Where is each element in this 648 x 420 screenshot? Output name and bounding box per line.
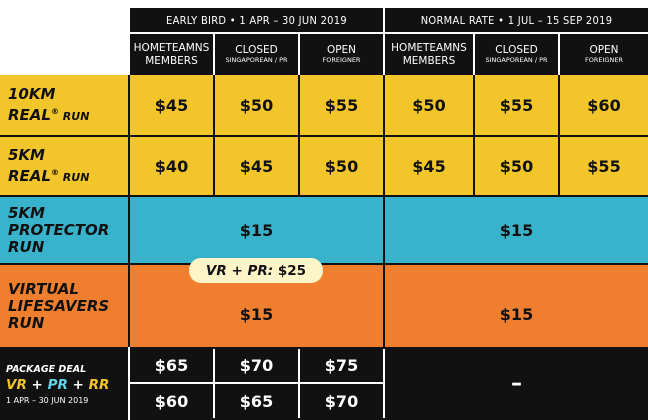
row-label-line2: LIFESAVERS <box>8 296 110 315</box>
price-10km-closed-normal: $55 <box>499 95 534 115</box>
normal-rate-title: NORMAL RATE • 1 JUL – 15 SEP 2019 <box>420 13 613 27</box>
col-header-closed-normal: CLOSED SINGAPOREAN / PR <box>475 34 558 75</box>
price-5km-open-normal: $55 <box>587 156 621 176</box>
row-10km-band <box>0 75 648 135</box>
package-price-row2-col3: $70 <box>324 392 359 411</box>
price-5km-open-early: $50 <box>324 156 359 176</box>
package-price-row1-col3: $75 <box>324 356 359 375</box>
package-divider <box>383 349 385 418</box>
row-label-10km: 10KM REAL® RUN <box>0 75 128 135</box>
row-label-line1: 5KM <box>8 145 45 164</box>
package-price-row2-col1: $60 <box>154 392 189 411</box>
price-5km-hometeamns-early: $40 <box>154 156 189 176</box>
col-header-label: CLOSED <box>495 44 538 57</box>
row-label-line1: 5KM <box>8 203 45 222</box>
col-header-label: CLOSED <box>235 44 278 57</box>
package-price-row1-col2: $70 <box>239 356 274 375</box>
col-header-sublabel: SINGAPOREAN / PR <box>225 56 288 65</box>
price-10km-open-early: $55 <box>324 95 359 115</box>
col-header-sublabel: FOREIGNER <box>585 56 623 65</box>
row-lifesavers-band <box>0 265 648 347</box>
price-protector-early: $15 <box>239 220 274 240</box>
price-10km-hometeamns-early: $45 <box>154 95 189 115</box>
price-5km-hometeamns-normal: $45 <box>412 156 446 176</box>
col-header-hometeamns-normal: HOMETEAMNS MEMBERS <box>385 34 473 75</box>
col-header-closed-early: CLOSED SINGAPOREAN / PR <box>215 34 298 75</box>
col-header-label: OPEN <box>326 44 357 57</box>
row-divider <box>0 135 648 137</box>
bundle-pill: VR + PR: $25 <box>189 258 323 283</box>
bundle-prefix: VR + PR: <box>205 262 274 279</box>
package-price-normal: – <box>511 371 522 396</box>
row-divider <box>0 195 648 197</box>
col-header-open-normal: OPEN FOREIGNER <box>560 34 648 75</box>
col-header-label: OPEN <box>589 44 619 57</box>
price-5km-closed-early: $45 <box>239 156 274 176</box>
col-header-open-early: OPEN FOREIGNER <box>300 34 383 75</box>
package-label: PACKAGE DEAL VR + PR + RR 1 APR – 30 JUN… <box>0 352 128 416</box>
row-label-protector: 5KM PROTECTOR RUN <box>0 197 128 263</box>
row-5km-band <box>0 137 648 195</box>
col-header-hometeamns-early: HOMETEAMNS MEMBERS <box>130 34 213 75</box>
normal-rate-header: NORMAL RATE • 1 JUL – 15 SEP 2019 <box>385 8 648 32</box>
col-header-label: HOMETEAMNS MEMBERS <box>133 42 210 67</box>
header-blank <box>0 0 128 75</box>
row-label-line3: RUN <box>8 313 45 332</box>
row-label-line2: REAL® RUN <box>8 105 90 124</box>
package-price-row1-col1: $65 <box>154 356 189 375</box>
package-divider <box>130 382 383 384</box>
row-divider <box>0 263 648 265</box>
row-label-line1: 10KM <box>8 84 56 103</box>
price-lifesavers-normal: $15 <box>499 305 534 324</box>
price-protector-normal: $15 <box>499 220 534 240</box>
price-10km-hometeamns-normal: $50 <box>412 95 446 115</box>
package-combo: VR + PR + RR <box>6 376 110 393</box>
price-5km-closed-normal: $50 <box>499 156 534 176</box>
package-price-row2-col2: $65 <box>239 392 274 411</box>
row-label-line1: VIRTUAL <box>8 279 79 298</box>
package-date: 1 APR – 30 JUN 2019 <box>6 395 89 405</box>
row-label-line2: REAL® RUN <box>8 166 90 185</box>
row-label-lifesavers: VIRTUAL LIFESAVERS RUN <box>0 270 128 342</box>
row-label-line2: PROTECTOR <box>8 220 110 239</box>
row-label-5km: 5KM REAL® RUN <box>0 137 128 195</box>
early-bird-header: EARLY BIRD • 1 APR – 30 JUN 2019 <box>130 8 383 32</box>
col-header-sublabel: SINGAPOREAN / PR <box>485 56 548 65</box>
column-divider <box>383 75 385 347</box>
col-header-label: HOMETEAMNS MEMBERS <box>391 42 467 67</box>
package-divider <box>128 347 130 420</box>
row-label-line3: RUN <box>8 237 45 256</box>
price-lifesavers-early: $15 <box>239 305 274 324</box>
column-divider <box>128 75 130 347</box>
price-10km-closed-early: $50 <box>239 95 274 115</box>
bundle-price: $25 <box>277 262 307 279</box>
row-protector-band <box>0 197 648 263</box>
package-title: PACKAGE DEAL <box>6 363 87 375</box>
col-header-sublabel: FOREIGNER <box>322 56 361 65</box>
price-10km-open-normal: $60 <box>587 95 621 115</box>
early-bird-title: EARLY BIRD • 1 APR – 30 JUN 2019 <box>166 13 347 27</box>
